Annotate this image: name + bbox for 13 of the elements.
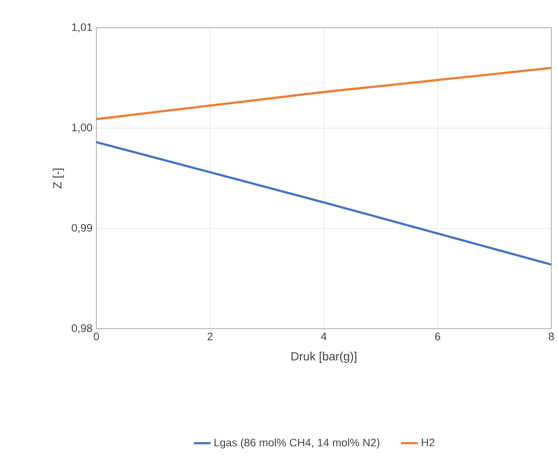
legend-label: Lgas (86 mol% CH4, 14 mol% N2) [214, 438, 380, 449]
y-tick-label: 0,98 [72, 324, 92, 334]
x-tick-label: 6 [435, 332, 440, 340]
legend-label: H2 [422, 438, 434, 446]
x-axis-title: Druk [bar(g)] [292, 352, 356, 363]
y-tick-label: 0,99 [72, 224, 92, 233]
x-tick-label: 0 [94, 332, 99, 340]
x-tick-label: 2 [208, 332, 213, 340]
x-tick-label: 8 [548, 332, 554, 340]
y-tick-label: 1,01 [72, 23, 92, 32]
x-tick-label: 4 [321, 332, 327, 340]
y-axis-title: Z [-] [52, 168, 64, 188]
y-tick-label: 1,00 [72, 124, 92, 133]
